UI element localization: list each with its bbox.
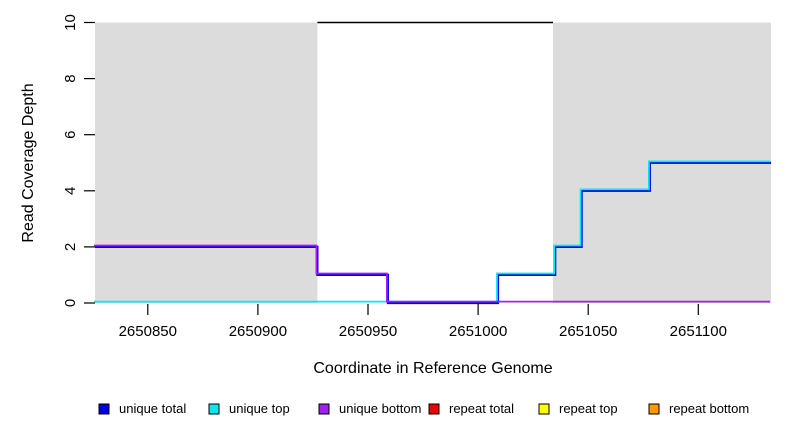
- legend-item-unique-total: unique total: [98, 401, 186, 416]
- legend-label-repeat-total: repeat total: [449, 401, 514, 416]
- series-line-unique-total: [95, 161, 771, 305]
- y-tick-label: 4: [62, 187, 79, 195]
- plot-area: 2650850 2650900 2650950 2651000 2651050 26511…: [62, 14, 771, 340]
- legend-swatch-repeat-top: [538, 403, 550, 415]
- y-axis-label: Read Coverage Depth: [20, 83, 37, 242]
- y-tick-label: 2: [62, 243, 79, 251]
- x-tick-label: 2650950: [339, 323, 397, 340]
- legend-item-repeat-top: repeat top: [538, 401, 618, 416]
- y-tick-label: 10: [62, 14, 79, 31]
- x-tick-label: 2650900: [229, 323, 287, 340]
- legend-label-unique-total: unique total: [119, 401, 186, 416]
- legend-label-repeat-bottom: repeat bottom: [669, 401, 749, 416]
- legend-item-unique-bottom: unique bottom: [318, 401, 421, 416]
- x-tick-label: 2651050: [559, 323, 617, 340]
- legend-swatch-repeat-total: [428, 403, 440, 415]
- y-tick-label: 8: [62, 74, 79, 82]
- x-tick-label: 2651100: [670, 323, 727, 340]
- series-line-unique-bottom: [94, 244, 770, 303]
- x-tick-label: 2650850: [119, 323, 177, 340]
- y-tick-label: 6: [62, 131, 79, 139]
- x-tick-label: 2651000: [449, 323, 507, 340]
- x-axis-label: Coordinate in Reference Genome: [313, 360, 552, 377]
- legend-swatch-unique-bottom: [318, 403, 330, 415]
- legend-item-repeat-total: repeat total: [428, 401, 514, 416]
- y-tick-label: 0: [62, 299, 79, 307]
- legend-label-unique-bottom: unique bottom: [339, 401, 421, 416]
- legend-label-repeat-top: repeat top: [559, 401, 618, 416]
- legend-item-unique-top: unique top: [208, 401, 290, 416]
- series-line-unique-top: [94, 160, 770, 303]
- shaded-region-left: [95, 22, 318, 303]
- legend-swatch-repeat-bottom: [648, 403, 660, 415]
- legend: unique total unique top unique bottom repea…: [98, 401, 749, 416]
- legend-swatch-unique-top: [208, 403, 220, 415]
- legend-label-unique-top: unique top: [229, 401, 290, 416]
- legend-swatch-unique-total: [98, 403, 110, 415]
- legend-item-repeat-bottom: repeat bottom: [648, 401, 749, 416]
